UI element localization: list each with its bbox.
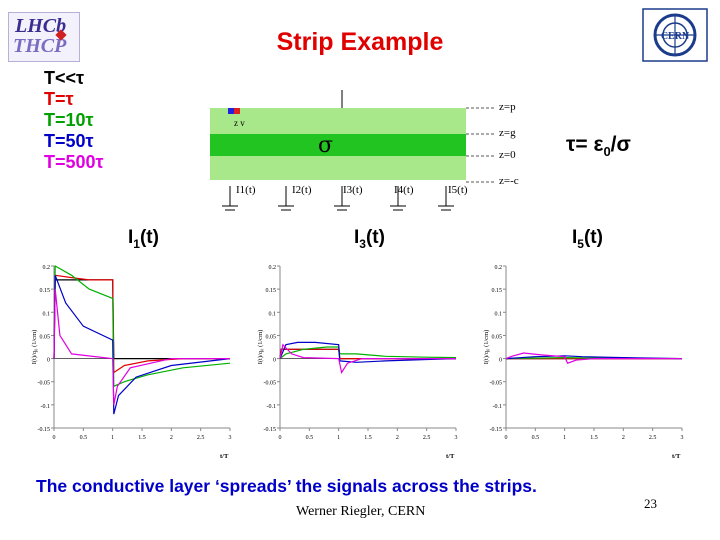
signal-plot-1: 0.20.150.10.050-0.05-0.1-0.150 0.5 1 1.5 2 2.… [31,264,232,460]
y-tick-label: -0.1 [41,404,51,410]
strip-ground-group [222,186,454,211]
signal-label-1: I1(t) [128,227,159,251]
y-tick-label: 0.15 [492,288,503,294]
x-tick-label: 1.5 [138,435,146,441]
strip-schematic: z v [210,90,496,211]
lhcb-logo: LHCb THCP [8,12,80,62]
x-tick-label: 3 [455,435,458,441]
y-tick-label: 0.05 [266,334,277,340]
lhcb-logo-glyph: LHCb [15,15,67,37]
x-tick-label: 0.5 [306,435,314,441]
y-tick-label: 0.15 [266,288,277,294]
series-line-T10 [53,264,231,388]
signal-plot-5: 0.20.150.10.050-0.05-0.1-0.150 0.5 1 1.5 2 2.… [483,265,684,460]
series-line-T50 [279,341,457,363]
x-tick-label: 1 [337,435,340,441]
x-tick-label: 2.5 [649,435,657,441]
y-tick-label: -0.05 [264,381,277,387]
signal-label-3: I3(t) [354,227,385,251]
x-tick-label: 0.5 [80,435,88,441]
x-tick-label: 2.5 [423,435,431,441]
x-tick-label: 0 [53,435,56,441]
series-line-T500 [505,352,682,364]
x-tick-label: 2 [622,435,625,441]
z-label-c: z=-c [499,175,519,187]
strip-label-2: I2(t) [292,184,312,196]
tau-formula: τ= ε0/σ [566,133,631,160]
x-axis-label: t/T [672,453,681,460]
lhcb-logo-glyph-reflection: THCP [13,35,67,57]
charge-label: z v [234,118,245,128]
z-label-0: z=0 [499,149,516,161]
y-tick-label: -0.15 [38,427,51,433]
series-line-T10 [279,346,457,360]
x-tick-label: 0 [279,435,282,441]
page-number: 23 [644,496,657,511]
y-tick-label: -0.1 [493,404,503,410]
y-axis-label: I(t)/q₀ (1/cm) [257,330,264,365]
series-line-T500 [53,289,230,406]
x-tick-label: 2.5 [197,435,205,441]
time-label-3: T=10τ [44,110,94,130]
sigma-label: σ [318,133,334,158]
y-tick-label: 0 [47,358,50,364]
x-tick-label: 0 [505,435,508,441]
z-label-p: z=p [499,101,516,113]
x-tick-label: 3 [681,435,684,441]
y-tick-label: 0 [273,358,276,364]
time-constant-list: T<<τ T=τ T=10τ T=50τ T=500τ [44,68,104,173]
author-credit: Werner Riegler, CERN [296,504,426,519]
series-line-T500 [279,343,456,375]
time-label-1: T<<τ [44,68,85,88]
strip-label-4: I4(t) [394,184,414,196]
x-tick-label: 3 [229,435,232,441]
y-tick-label: -0.05 [490,381,503,387]
x-axis-label: t/T [446,453,455,460]
series-line-T [53,274,230,374]
y-tick-label: 0.1 [269,311,277,317]
strip-label-3: I3(t) [343,184,363,196]
y-tick-label: 0.15 [40,288,51,294]
series-line-T50 [505,355,683,360]
x-tick-label: 2 [396,435,399,441]
y-axis-label: I(t)/q₀ (1/cm) [483,330,490,365]
y-tick-label: -0.15 [264,427,277,433]
y-tick-label: 0.1 [43,311,51,317]
x-tick-label: 1.5 [590,435,598,441]
y-tick-label: 0.2 [269,265,277,271]
series-line-T50 [53,275,231,415]
y-axis-label: I(t)/q₀ (1/cm) [31,330,38,365]
series-line-T [53,279,230,360]
z-label-g: z=g [499,127,516,139]
y-tick-label: -0.15 [490,427,503,433]
y-tick-label: 0 [499,358,502,364]
slide-title: Strip Example [276,28,444,56]
x-tick-label: 0.5 [532,435,540,441]
x-tick-label: 1.5 [364,435,372,441]
y-tick-label: -0.05 [38,381,51,387]
time-label-4: T=50τ [44,131,94,151]
signal-plot-3: 0.20.150.10.050-0.05-0.1-0.150 0.5 1 1.5 2 2.… [257,265,458,460]
y-tick-label: 0.05 [40,334,51,340]
x-axis-label: t/T [220,453,229,460]
signal-label-5: I5(t) [572,227,603,251]
time-label-2: T=τ [44,89,74,109]
strip-label-5: I5(t) [448,184,468,196]
x-tick-label: 1 [111,435,114,441]
x-tick-label: 1 [563,435,566,441]
strip-label-1: I1(t) [236,184,256,196]
y-tick-label: 0.05 [492,334,503,340]
y-tick-label: -0.1 [267,404,277,410]
time-label-5: T=500τ [44,152,104,172]
y-tick-label: 0.2 [495,265,503,271]
cern-logo: CERN [642,8,708,62]
svg-text:CERN: CERN [661,31,690,42]
footer-caption: The conductive layer ‘spreads’ the signa… [36,476,537,496]
y-tick-label: 0.2 [43,265,51,271]
y-tick-label: 0.1 [495,311,503,317]
x-tick-label: 2 [170,435,173,441]
